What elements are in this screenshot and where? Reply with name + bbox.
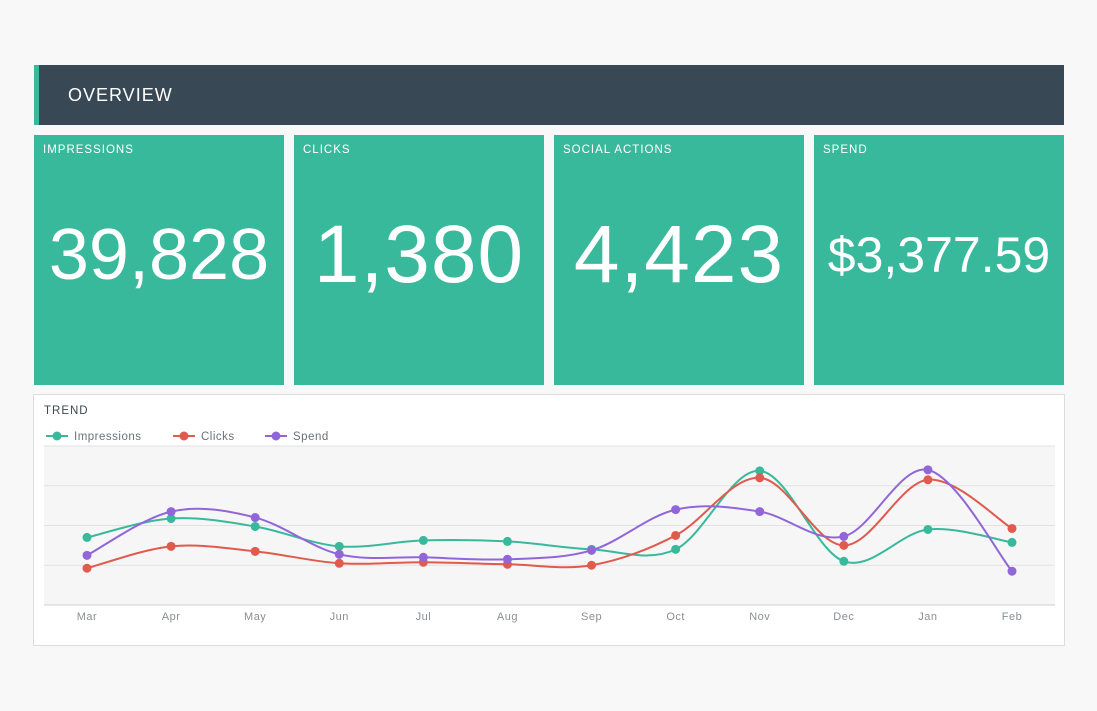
spend-legend-label: Spend bbox=[293, 431, 329, 443]
impressions-point bbox=[839, 556, 849, 566]
x-tick-label: May bbox=[244, 611, 266, 623]
x-tick-label: Apr bbox=[162, 611, 181, 623]
impressions-point bbox=[334, 541, 344, 551]
clicks-label: CLICKS bbox=[303, 144, 351, 156]
page-title: OVERVIEW bbox=[68, 85, 173, 105]
spend-point bbox=[82, 550, 92, 560]
clicks-point bbox=[587, 560, 597, 570]
spend-point bbox=[671, 505, 681, 515]
impressions-legend-marker bbox=[52, 431, 62, 441]
clicks-point bbox=[166, 541, 176, 551]
impressions-point bbox=[82, 532, 92, 542]
impressions-point bbox=[418, 535, 428, 545]
x-tick-label: Mar bbox=[77, 611, 97, 623]
clicks-point bbox=[250, 546, 260, 556]
clicks-legend-label: Clicks bbox=[201, 431, 235, 443]
x-tick-label: Jan bbox=[918, 611, 937, 623]
trend-chart: Mar Apr May Jun Jul Aug Sep Oct Nov Dec Jan Feb Impr… bbox=[44, 431, 1055, 623]
clicks-point bbox=[755, 473, 765, 483]
spend-point bbox=[839, 531, 849, 541]
spend-point bbox=[755, 507, 765, 517]
clicks-point bbox=[671, 530, 681, 540]
impressions-legend-label: Impressions bbox=[74, 431, 142, 443]
spend-point bbox=[166, 507, 176, 517]
spend-point bbox=[250, 513, 260, 523]
social-actions-tile: SOCIAL ACTIONS 4,423 bbox=[554, 135, 804, 385]
x-tick-label: Nov bbox=[749, 611, 770, 623]
clicks-value: 1,380 bbox=[313, 209, 525, 300]
x-tick-label: Sep bbox=[581, 611, 602, 623]
x-tick-label: Oct bbox=[666, 611, 685, 623]
x-tick-label: Aug bbox=[497, 611, 518, 623]
impressions-label: IMPRESSIONS bbox=[43, 144, 134, 156]
x-tick-label: Dec bbox=[833, 611, 854, 623]
spend-label: SPEND bbox=[823, 144, 868, 156]
social-actions-label: SOCIAL ACTIONS bbox=[563, 144, 673, 156]
spend-point bbox=[418, 552, 428, 562]
clicks-point bbox=[334, 558, 344, 568]
spend-tile: SPEND $3,377.59 bbox=[814, 135, 1064, 385]
overview-header: OVERVIEW bbox=[34, 65, 1064, 125]
x-tick-label: Feb bbox=[1002, 611, 1022, 623]
spend-point bbox=[923, 465, 933, 475]
x-tick-label: Jun bbox=[330, 611, 349, 623]
clicks-tile: CLICKS 1,380 bbox=[294, 135, 544, 385]
impressions-value: 39,828 bbox=[48, 215, 270, 295]
clicks-legend-marker bbox=[179, 431, 189, 441]
clicks-point bbox=[82, 563, 92, 573]
social-actions-value: 4,423 bbox=[573, 209, 785, 300]
spend-value: $3,377.59 bbox=[827, 227, 1051, 283]
spend-legend-marker bbox=[271, 431, 281, 441]
spend-point bbox=[502, 554, 512, 564]
clicks-point bbox=[839, 540, 849, 550]
impressions-point bbox=[166, 514, 176, 524]
trend-title: TREND bbox=[44, 405, 89, 417]
spend-point bbox=[587, 545, 597, 555]
clicks-point bbox=[1007, 523, 1017, 533]
impressions-point bbox=[923, 524, 933, 534]
spend-point bbox=[334, 549, 344, 559]
x-tick-label: Jul bbox=[416, 611, 432, 623]
impressions-point bbox=[755, 466, 765, 476]
impressions-point bbox=[1007, 537, 1017, 547]
impressions-point bbox=[502, 536, 512, 546]
clicks-point bbox=[923, 475, 933, 485]
impressions-point bbox=[250, 521, 260, 531]
spend-point bbox=[1007, 566, 1017, 576]
header-accent-bar bbox=[34, 65, 39, 125]
trend-panel: TREND Mar Apr May Jun Jul Aug Sep Oct Nov Dec Jan F… bbox=[33, 394, 1065, 646]
impressions-point bbox=[671, 544, 681, 554]
impressions-tile: IMPRESSIONS 39,828 bbox=[34, 135, 284, 385]
